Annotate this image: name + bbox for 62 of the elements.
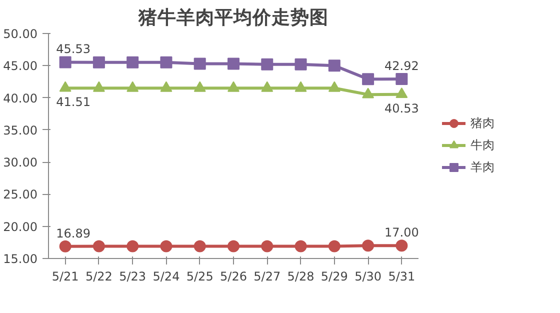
point — [362, 73, 374, 86]
point — [362, 88, 374, 98]
y-tick-label: 45.00 — [3, 59, 38, 74]
point — [228, 58, 240, 70]
point — [396, 88, 408, 98]
point — [328, 81, 340, 92]
x-tick-label: 5/21 — [52, 270, 79, 284]
point — [126, 56, 139, 68]
x-tick-label: 5/30 — [354, 270, 382, 284]
legend-label: 猪肉 — [470, 114, 494, 132]
x-tick-label: 5/27 — [254, 270, 281, 284]
point — [261, 240, 274, 252]
y-tick-label: 40.00 — [3, 91, 38, 106]
x-tick-label: 5/26 — [220, 270, 247, 284]
y-tick-label: 15.00 — [3, 252, 38, 266]
x-tick-label: 5/31 — [388, 270, 416, 284]
point — [328, 60, 340, 72]
y-tick-label: 50.00 — [3, 27, 38, 41]
y-tick-label: 30.00 — [3, 156, 38, 170]
point — [160, 240, 172, 252]
point — [261, 58, 274, 70]
point — [328, 240, 340, 252]
data-label: 40.53 — [384, 101, 419, 116]
point — [228, 81, 240, 92]
point — [126, 81, 139, 92]
legend-label: 羊肉 — [470, 158, 494, 176]
point — [396, 73, 408, 86]
y-tick-label: 25.00 — [3, 188, 38, 202]
point — [92, 81, 105, 92]
x-tick-label: 5/23 — [119, 270, 146, 284]
x-tick-label: 5/25 — [186, 270, 214, 284]
x-tick-label: 5/29 — [320, 270, 348, 284]
data-label: 16.89 — [56, 226, 90, 240]
x-tick-label: 5/22 — [85, 270, 112, 284]
point — [160, 56, 172, 68]
point — [396, 240, 408, 252]
point — [194, 58, 206, 70]
point — [59, 81, 72, 92]
point — [362, 240, 374, 252]
data-label: 45.53 — [56, 42, 90, 56]
point — [160, 81, 172, 92]
point — [92, 240, 105, 252]
point — [194, 81, 206, 92]
point — [92, 56, 105, 68]
y-tick-label: 35.00 — [3, 123, 38, 138]
point — [294, 58, 307, 70]
point — [228, 240, 240, 252]
point — [126, 240, 139, 252]
chart-title: 猪牛羊肉平均价走势图 — [138, 6, 328, 28]
point — [294, 240, 307, 252]
point — [194, 240, 206, 252]
point — [59, 56, 72, 68]
x-tick-label: 5/28 — [287, 270, 314, 284]
point — [294, 81, 307, 92]
legend-label: 牛肉 — [470, 136, 494, 154]
x-tick-label: 5/24 — [152, 270, 180, 284]
point — [59, 240, 72, 252]
y-tick-label: 20.00 — [3, 220, 38, 234]
data-label: 42.92 — [384, 59, 419, 74]
data-label: 17.00 — [384, 226, 419, 240]
point — [261, 81, 274, 92]
data-label: 41.51 — [56, 95, 90, 110]
